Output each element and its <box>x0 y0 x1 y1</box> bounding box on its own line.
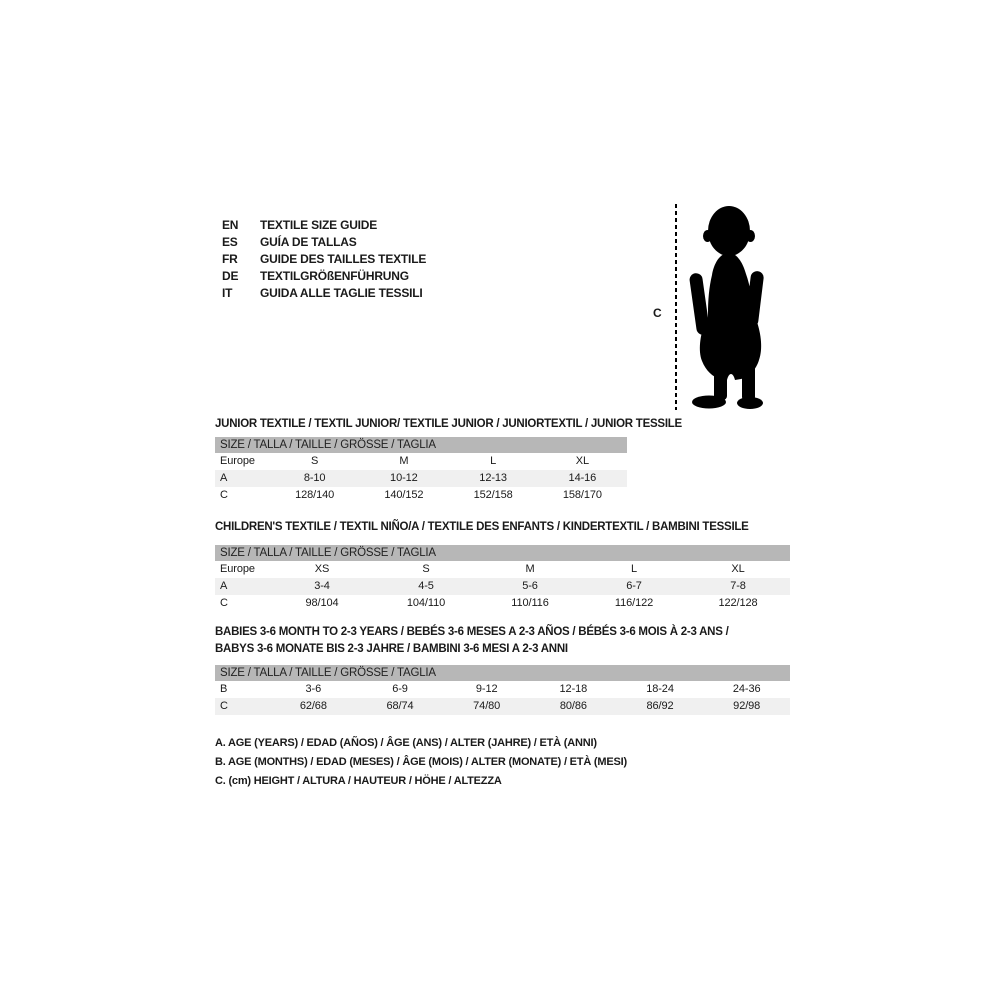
language-label: GUIDA ALLE TAGLIE TESSILI <box>260 286 423 300</box>
junior-textile-table: JUNIOR TEXTILE / TEXTIL JUNIOR/ TEXTILE … <box>215 416 682 504</box>
table-row: C 128/140 140/152 152/158 158/170 <box>215 487 627 504</box>
table-cell: 3-6 <box>305 683 322 695</box>
table-cell: 140/152 <box>384 489 424 501</box>
table-row: Europe XS S M L XL <box>215 561 790 578</box>
language-row: FR GUIDE DES TAILLES TEXTILE <box>222 251 426 268</box>
toddler-silhouette-icon <box>689 206 764 409</box>
language-row: ES GUÍA DE TALLAS <box>222 234 426 251</box>
language-code: EN <box>222 218 239 232</box>
language-code: ES <box>222 235 238 249</box>
table-cell: 6-9 <box>392 683 408 695</box>
table-row: B 3-6 6-9 9-12 12-18 18-24 24-36 <box>215 681 790 698</box>
table-row: A 8-10 10-12 12-13 14-16 <box>215 470 627 487</box>
table-cell: 8-10 <box>303 472 326 484</box>
table-cell: XS <box>314 563 330 575</box>
table-row: A 3-4 4-5 5-6 6-7 7-8 <box>215 578 790 595</box>
table-cell: M <box>525 563 535 575</box>
row-label: C <box>220 489 228 501</box>
table-cell: 98/104 <box>305 597 339 609</box>
babies-textile-table: BABIES 3-6 MONTH TO 2-3 YEARS / BEBÉS 3-… <box>215 624 790 715</box>
table-cell: 9-12 <box>475 683 498 695</box>
language-label: TEXTILE SIZE GUIDE <box>260 218 378 232</box>
table-cell: 110/116 <box>511 597 549 609</box>
table-cell: L <box>490 455 497 467</box>
table-cell: 14-16 <box>568 472 597 484</box>
size-header-bar: SIZE / TALLA / TAILLE / GRÖSSE / TAGLIA <box>215 545 790 561</box>
language-code: IT <box>222 286 233 300</box>
table-cell: 92/98 <box>733 700 761 712</box>
table-cell: 158/170 <box>562 489 602 501</box>
table-cell: 152/158 <box>473 489 513 501</box>
childrens-textile-table: CHILDREN'S TEXTILE / TEXTIL NIÑO/A / TEX… <box>215 519 790 612</box>
table-cell: 5-6 <box>522 580 538 592</box>
language-guide-block: EN TEXTILE SIZE GUIDE ES GUÍA DE TALLAS … <box>222 217 426 302</box>
language-row: EN TEXTILE SIZE GUIDE <box>222 217 426 234</box>
legend-block: A. AGE (YEARS) / EDAD (AÑOS) / ÂGE (ANS)… <box>215 734 627 791</box>
table-row: Europe S M L XL <box>215 453 627 470</box>
table-cell: XL <box>575 455 589 467</box>
table-cell: 62/68 <box>299 700 327 712</box>
table-title: JUNIOR TEXTILE / TEXTIL JUNIOR/ TEXTILE … <box>215 418 682 430</box>
language-label: GUIDE DES TAILLES TEXTILE <box>260 252 427 266</box>
table-cell: 122/128 <box>718 597 758 609</box>
size-header-bar: SIZE / TALLA / TAILLE / GRÖSSE / TAGLIA <box>215 665 790 681</box>
table-cell: XL <box>731 563 745 575</box>
table-row: C 62/68 68/74 74/80 80/86 86/92 92/98 <box>215 698 790 715</box>
language-label: GUÍA DE TALLAS <box>260 235 357 249</box>
row-label: C <box>220 597 228 609</box>
table-cell: 12-13 <box>479 472 507 484</box>
height-measure-dashed-line <box>675 204 677 410</box>
table-cell: 116/122 <box>614 597 654 609</box>
table-cell: 128/140 <box>295 489 335 501</box>
table-cell: M <box>399 455 409 467</box>
row-label: A <box>220 580 228 592</box>
language-code: DE <box>222 269 239 283</box>
table-cell: 68/74 <box>386 700 414 712</box>
table-cell: S <box>422 563 430 575</box>
row-label: Europe <box>220 563 255 575</box>
language-row: DE TEXTILGRÖßENFÜHRUNG <box>222 268 426 285</box>
table-cell: 74/80 <box>473 700 501 712</box>
table-cell: 3-4 <box>314 580 330 592</box>
table-cell: 12-18 <box>559 683 588 695</box>
row-label: B <box>220 683 228 695</box>
table-cell: S <box>311 455 319 467</box>
height-marker-label: C <box>653 306 662 320</box>
table-cell: 4-5 <box>418 580 434 592</box>
table-cell: 6-7 <box>626 580 642 592</box>
legend-line: B. AGE (MONTHS) / EDAD (MESES) / ÂGE (MO… <box>215 756 627 768</box>
table-cell: 80/86 <box>559 700 587 712</box>
table-title: CHILDREN'S TEXTILE / TEXTIL NIÑO/A / TEX… <box>215 521 749 533</box>
table-cell: 10-12 <box>390 472 418 484</box>
row-label: C <box>220 700 228 712</box>
language-label: TEXTILGRÖßENFÜHRUNG <box>260 269 409 283</box>
table-row: C 98/104 104/110 110/116 116/122 122/128 <box>215 595 790 612</box>
table-cell: 18-24 <box>646 683 674 695</box>
row-label: Europe <box>220 455 255 467</box>
language-code: FR <box>222 252 238 266</box>
table-title: BABYS 3-6 MONATE BIS 2-3 JAHRE / BAMBINI… <box>215 643 568 655</box>
language-row: IT GUIDA ALLE TAGLIE TESSILI <box>222 285 426 302</box>
table-cell: 24-36 <box>732 683 761 695</box>
size-header-bar: SIZE / TALLA / TAILLE / GRÖSSE / TAGLIA <box>215 437 627 453</box>
table-cell: 7-8 <box>730 580 746 592</box>
table-title: BABIES 3-6 MONTH TO 2-3 YEARS / BEBÉS 3-… <box>215 626 729 638</box>
row-label: A <box>220 472 228 484</box>
legend-line: A. AGE (YEARS) / EDAD (AÑOS) / ÂGE (ANS)… <box>215 737 597 749</box>
table-cell: 104/110 <box>406 597 446 609</box>
table-cell: 86/92 <box>646 700 674 712</box>
table-cell: L <box>630 563 638 575</box>
legend-line: C. (cm) HEIGHT / ALTURA / HAUTEUR / HÖHE… <box>215 775 502 787</box>
